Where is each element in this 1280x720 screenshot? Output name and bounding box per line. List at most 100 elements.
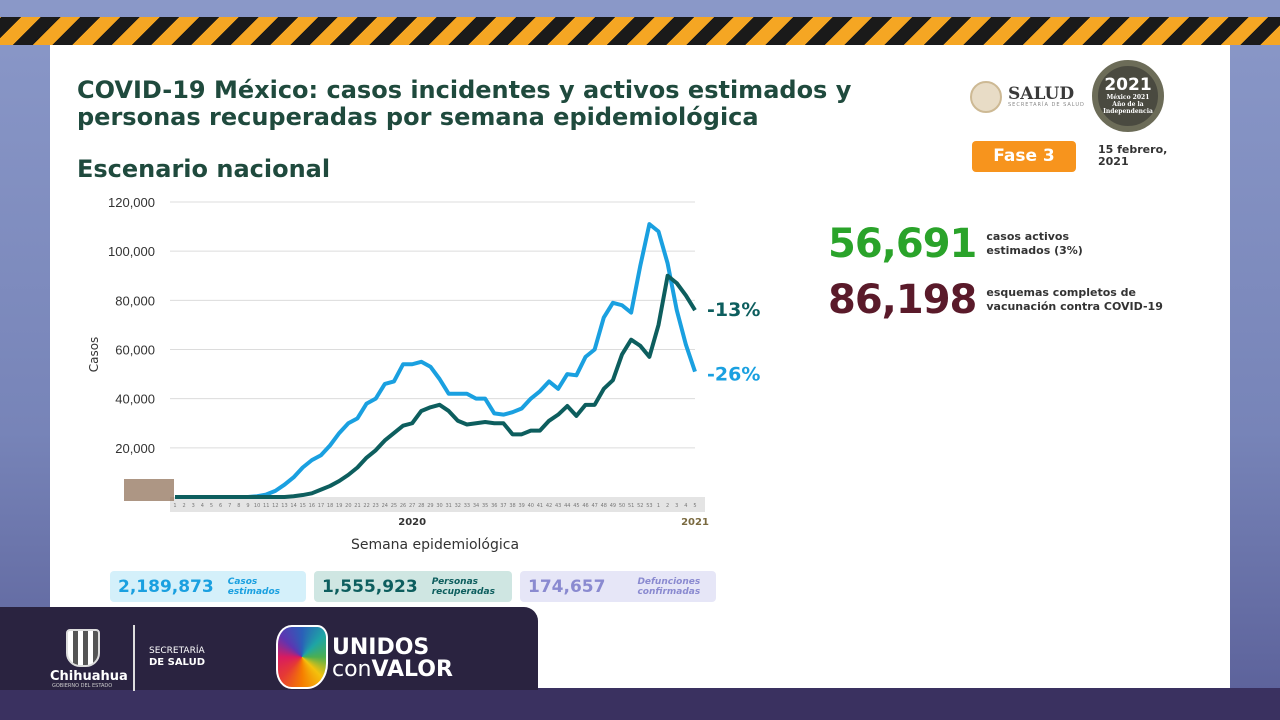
- date-label: 15 febrero, 2021: [1098, 143, 1168, 168]
- x-tick-label: 33: [464, 503, 470, 509]
- badge-year: 2021: [1104, 75, 1152, 95]
- year-label: 2020: [398, 517, 426, 528]
- summary-value: 1,555,923: [322, 576, 418, 597]
- x-tick-label: 53: [646, 503, 652, 509]
- salud-logo: SALUD SECRETARÍA DE SALUD: [970, 81, 1085, 113]
- x-tick-label: 21: [354, 503, 360, 509]
- x-tick-label: 8: [237, 503, 240, 509]
- x-tick-label: 24: [382, 503, 388, 509]
- kpi-value: 86,198: [828, 277, 977, 323]
- x-tick-label: 23: [373, 503, 379, 509]
- x-tick-label: 3: [192, 503, 195, 509]
- x-tick-label: 19: [336, 503, 342, 509]
- x-axis-label: Semana epidemiológica: [351, 537, 519, 553]
- kpi-value: 56,691: [828, 221, 977, 267]
- seal-icon: [970, 81, 1002, 113]
- x-tick-label: 30: [436, 503, 442, 509]
- x-tick-label: 49: [610, 503, 616, 509]
- x-tick-label: 52: [637, 503, 643, 509]
- x-tick-label: 40: [528, 503, 534, 509]
- secretaria-logo: SECRETARÍA DE SALUD: [149, 645, 205, 669]
- summary-label: Casos estimados: [227, 576, 281, 597]
- y-tick-label: 60,000: [115, 343, 155, 358]
- x-tick-label: 35: [482, 503, 488, 509]
- x-tick-label: 6: [219, 503, 222, 509]
- x-tick-label: 32: [455, 503, 461, 509]
- x-tick-label: 46: [582, 503, 588, 509]
- chihuahua-shield-icon: [66, 629, 100, 667]
- y-tick-label: 120,000: [108, 195, 155, 210]
- series-end-label: -13%: [707, 299, 760, 321]
- x-tick-label: 27: [409, 503, 415, 509]
- x-tick-label: 48: [601, 503, 607, 509]
- y-tick-label: 80,000: [115, 293, 155, 308]
- x-tick-label: 43: [555, 503, 561, 509]
- slide: COVID-19 México: casos incidentes y acti…: [50, 45, 1230, 690]
- x-tick-label: 1: [657, 503, 660, 509]
- unidos-con-valor-logo: UNIDOS conVALOR: [332, 637, 453, 681]
- badge-text: México 2021 Año de la Independencia: [1103, 94, 1153, 115]
- kpi-vaccination: 86,198 esquemas completos de vacunación …: [828, 277, 1186, 323]
- y-tick-label: 40,000: [115, 392, 155, 407]
- unidos-text: UNIDOS: [332, 635, 430, 660]
- y-tick-label: 100,000: [108, 244, 155, 259]
- x-tick-label: 41: [537, 503, 543, 509]
- summary-recovered: 1,555,923 Personas recuperadas: [314, 571, 512, 602]
- x-tick-label: 18: [327, 503, 333, 509]
- summary-deaths: 174,657 Defunciones confirmadas: [520, 571, 716, 602]
- secretaria-line1: SECRETARÍA: [149, 646, 205, 656]
- kpi-label: esquemas completos de vacunación contra …: [986, 286, 1163, 313]
- x-tick-label: 2: [666, 503, 669, 509]
- x-tick-label: 15: [300, 503, 306, 509]
- y-axis-label: Casos: [87, 337, 101, 373]
- x-tick-label: 1: [173, 503, 176, 509]
- series-line-1: [175, 273, 697, 499]
- series-end-label: -26%: [707, 364, 760, 386]
- gobierno-text: GOBIERNO DEL ESTADO: [52, 683, 113, 689]
- phase-badge: Fase 3: [972, 141, 1076, 172]
- x-tick-label: 12: [272, 503, 278, 509]
- y-tick-label: 20,000: [115, 441, 155, 456]
- x-tick-label: 36: [491, 503, 497, 509]
- page-subtitle: Escenario nacional: [77, 155, 331, 183]
- summary-value: 2,189,873: [118, 576, 214, 597]
- divider: [133, 625, 135, 691]
- hazard-stripe: [0, 17, 1280, 45]
- x-tick-label: 51: [628, 503, 634, 509]
- series-line-0: [175, 222, 697, 499]
- x-tick-label: 26: [400, 503, 406, 509]
- x-tick-label: 22: [363, 503, 369, 509]
- illustration-people: [124, 479, 174, 501]
- bottom-bar: [0, 688, 1280, 720]
- x-tick-label: 10: [254, 503, 260, 509]
- salud-logo-subtext: SECRETARÍA DE SALUD: [1008, 102, 1085, 108]
- year-label: 2021: [681, 517, 709, 528]
- kpi-active-cases: 56,691 casos activos estimados (3%): [828, 221, 1106, 267]
- page-title: COVID-19 México: casos incidentes y acti…: [77, 76, 852, 131]
- chihuahua-logo-text: Chihuahua: [50, 669, 128, 684]
- x-tick-label: 37: [500, 503, 506, 509]
- x-tick-label: 16: [309, 503, 315, 509]
- x-tick-label: 11: [263, 503, 269, 509]
- x-tick-label: 9: [246, 503, 249, 509]
- x-tick-label: 31: [445, 503, 451, 509]
- x-tick-label: 4: [201, 503, 204, 509]
- x-tick-label: 44: [564, 503, 570, 509]
- x-tick-label: 50: [619, 503, 625, 509]
- summary-value: 174,657: [528, 576, 606, 597]
- x-tick-label: 14: [290, 503, 296, 509]
- x-tick-label: 17: [318, 503, 324, 509]
- x-tick-label: 45: [573, 503, 579, 509]
- con-text: con: [332, 657, 372, 682]
- summary-label: Defunciones confirmadas: [637, 576, 701, 597]
- x-tick-label: 29: [427, 503, 433, 509]
- x-tick-label: 2: [183, 503, 186, 509]
- valor-text: VALOR: [371, 657, 453, 682]
- x-tick-label: 47: [591, 503, 597, 509]
- x-tick-label: 4: [684, 503, 687, 509]
- kpi-label: casos activos estimados (3%): [986, 230, 1083, 257]
- x-tick-label: 5: [210, 503, 213, 509]
- x-tick-label: 42: [546, 503, 552, 509]
- x-tick-label: 34: [473, 503, 479, 509]
